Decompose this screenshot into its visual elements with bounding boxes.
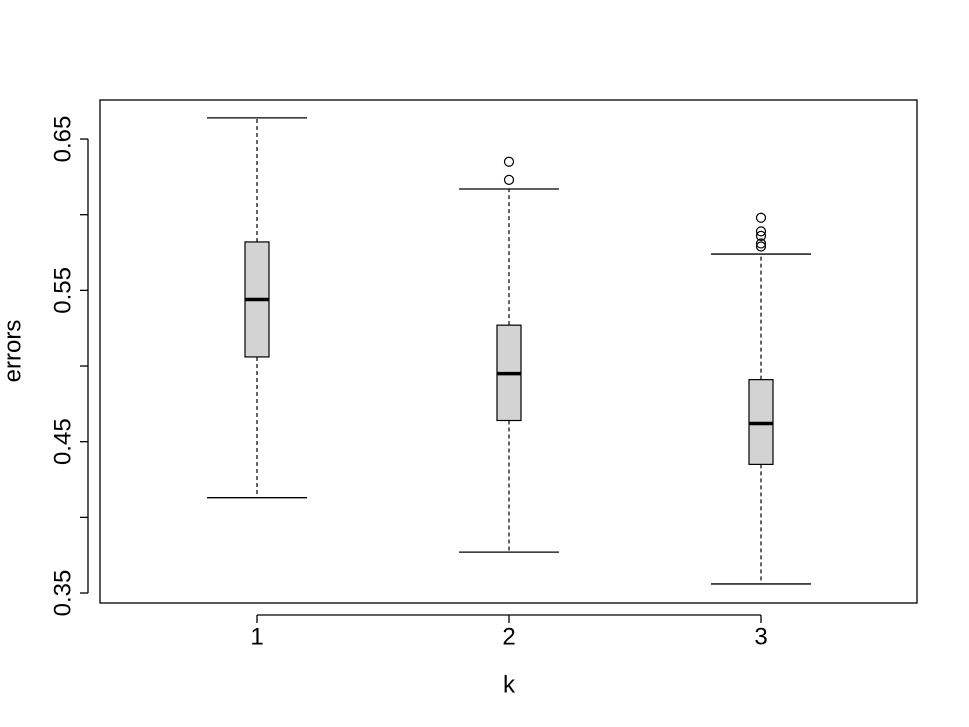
y-axis-label: errors [0,320,26,383]
outlier [503,174,515,185]
outlier [755,241,767,252]
outlier [755,230,767,241]
y-tick-label: 0.65 [49,116,76,163]
y-tick-label: 0.45 [49,418,76,465]
outlier [755,212,767,223]
x-tick-label: 1 [250,623,263,650]
outlier [755,226,767,237]
x-axis-label: k [503,671,516,698]
plot-frame [99,99,918,604]
x-tick-label: 2 [502,623,515,650]
y-tick-label: 0.55 [49,267,76,314]
x-tick-label: 3 [754,623,767,650]
y-tick-label: 0.35 [49,570,76,617]
outlier [755,238,767,249]
outlier [503,156,515,167]
